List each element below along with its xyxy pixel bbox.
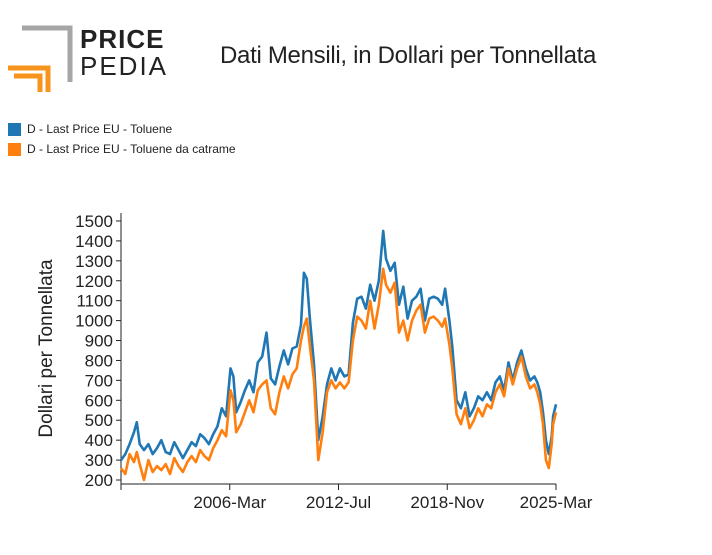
chart-legend: D - Last Price EU - Toluene D - Last Pri… bbox=[8, 119, 236, 159]
logo-mark-orange-inner bbox=[14, 73, 43, 92]
y-tick-label: 700 bbox=[85, 371, 113, 390]
series-line-toluene-da-catrame[interactable] bbox=[119, 267, 558, 482]
y-tick-label: 1100 bbox=[76, 292, 113, 311]
legend-label-toluene: D - Last Price EU - Toluene bbox=[27, 122, 173, 136]
x-tick-label: 2018-Nov bbox=[410, 493, 484, 512]
y-tick-label: 900 bbox=[85, 332, 113, 351]
legend-item-toluene-da-catrame[interactable]: D - Last Price EU - Toluene da catrame bbox=[8, 139, 236, 159]
x-tick-label: 2025-Mar bbox=[520, 493, 593, 512]
legend-swatch-toluene bbox=[8, 122, 21, 136]
x-tick-label: 2012-Jul bbox=[306, 493, 371, 512]
y-tick-label: 300 bbox=[85, 451, 113, 470]
y-tick-label: 500 bbox=[85, 411, 113, 430]
logo-mark-gray bbox=[22, 25, 73, 82]
y-tick-label: 200 bbox=[85, 471, 113, 490]
logo-mark-icon bbox=[8, 25, 73, 92]
y-tick-label: 1200 bbox=[75, 272, 113, 291]
y-tick-label: 400 bbox=[85, 431, 113, 450]
y-tick-label: 600 bbox=[85, 391, 113, 410]
chart-title: Dati Mensili, in Dollari per Tonnellata bbox=[220, 42, 597, 69]
legend-swatch-toluene-da-catrame bbox=[8, 142, 21, 156]
legend-item-toluene[interactable]: D - Last Price EU - Toluene bbox=[8, 119, 236, 139]
logo-mark-orange-outer bbox=[8, 65, 51, 92]
y-axis-title: Dollari per Tonnellata bbox=[36, 259, 57, 438]
y-tick-label: 1300 bbox=[75, 252, 113, 271]
series-line-toluene[interactable] bbox=[119, 229, 558, 461]
y-tick-label: 1000 bbox=[75, 312, 113, 331]
y-tick-label: 1500 bbox=[75, 212, 113, 231]
legend-label-toluene-da-catrame: D - Last Price EU - Toluene da catrame bbox=[27, 142, 236, 156]
logo-word-price: PRICE bbox=[80, 24, 165, 54]
x-tick-label: 2006-Mar bbox=[193, 493, 266, 512]
y-tick-label: 800 bbox=[85, 351, 113, 370]
y-tick-label: 1400 bbox=[75, 232, 113, 251]
pricepedia-logo: PRICE PEDIA bbox=[8, 20, 168, 92]
logo-word-pedia: PEDIA bbox=[80, 51, 169, 81]
